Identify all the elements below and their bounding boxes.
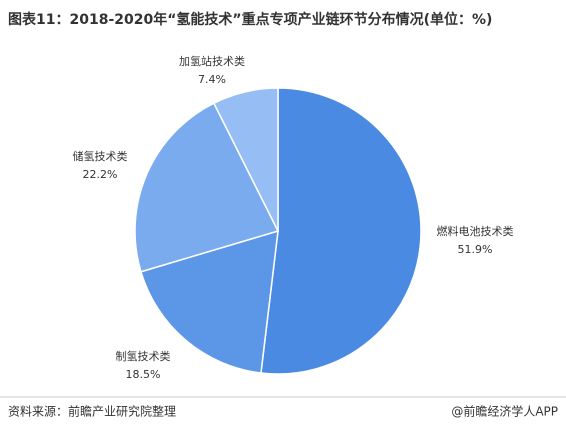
chart-title: 图表11：2018-2020年“氢能技术”重点专项产业链环节分布情况(单位：%) [8,11,492,28]
value-label: 7.4% [198,73,226,86]
pie-slice [134,102,280,273]
value-label: 18.5% [126,368,161,381]
pie-slice [139,229,279,374]
value-label: 51.9% [458,243,493,256]
category-label: 燃料电池技术类 [437,224,514,238]
category-label: 制氢技术类 [116,349,171,363]
category-label: 储氢技术类 [73,149,128,163]
pie-slice [212,87,279,232]
pie-slice [260,87,422,375]
brand: @前瞻经济学人APP [451,404,558,419]
value-label: 22.2% [83,168,118,181]
category-label: 加氢站技术类 [179,54,245,68]
source: 资料来源：前瞻产业研究院整理 [8,404,176,419]
